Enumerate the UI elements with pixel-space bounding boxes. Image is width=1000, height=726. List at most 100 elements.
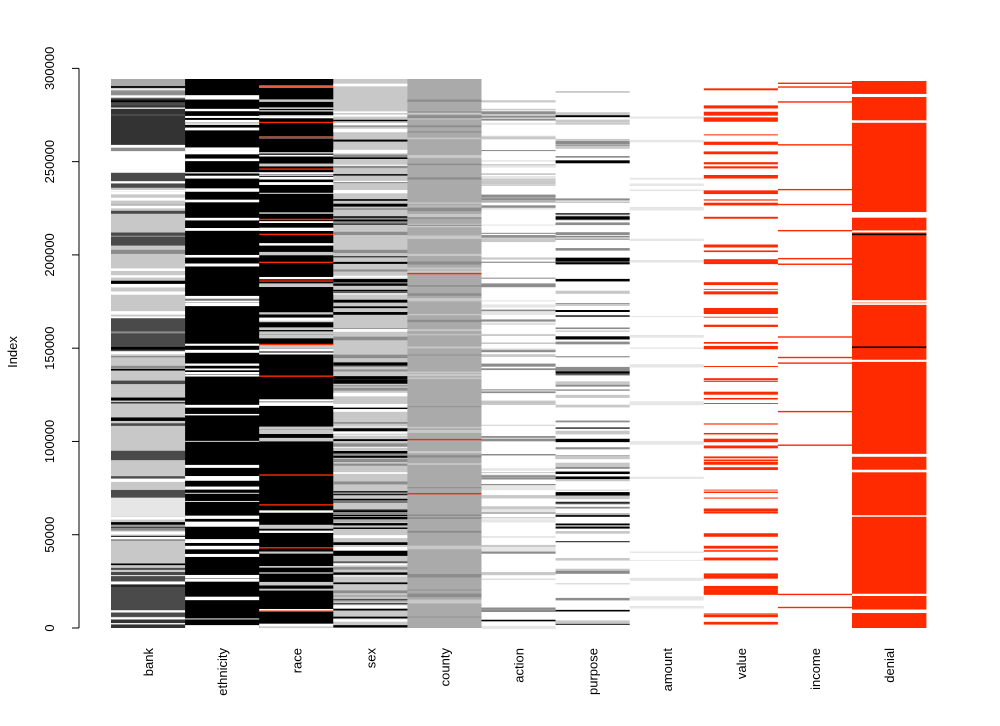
missing-marker-county <box>407 272 482 275</box>
stripe-ethnicity <box>185 476 260 479</box>
stripe-purpose <box>555 568 630 571</box>
stripe-county <box>407 261 482 265</box>
stripe-sex <box>333 516 408 520</box>
stripe-action <box>481 342 556 345</box>
stripe-sex <box>333 428 408 432</box>
stripe-purpose <box>555 381 630 385</box>
stripe-amount <box>629 551 705 554</box>
stripe-value <box>703 309 779 313</box>
stripe-race <box>259 524 334 528</box>
stripe-sex <box>333 406 408 408</box>
stripe-denial <box>852 214 927 218</box>
stripe-action <box>481 257 556 260</box>
stripe-purpose <box>555 609 630 612</box>
stripe-sex <box>333 329 408 332</box>
stripe-ethnicity <box>185 172 260 174</box>
stripe-bank <box>111 365 186 369</box>
stripe-amount <box>629 364 705 368</box>
stripe-sex <box>333 219 408 223</box>
stripe-action <box>481 117 556 119</box>
stripe-bank <box>111 522 186 525</box>
stripe-ethnicity <box>185 199 260 203</box>
stripe-sex <box>333 542 408 545</box>
stripe-sex <box>333 492 408 495</box>
stripe-bank <box>111 268 186 271</box>
stripe-race <box>259 221 334 223</box>
stripe-action <box>481 283 556 286</box>
stripe-sex <box>333 328 408 330</box>
stripe-ethnicity <box>185 349 260 353</box>
stripe-denial <box>852 515 927 517</box>
stripe-purpose <box>555 213 630 215</box>
stripe-value <box>703 111 779 115</box>
stripe-bank <box>111 191 186 195</box>
stripe-sex <box>333 501 408 503</box>
stripe-bank <box>111 368 186 371</box>
stripe-action <box>481 261 556 263</box>
stripe-ethnicity <box>185 553 260 557</box>
stripe-value <box>703 134 779 136</box>
stripe-purpose <box>555 389 630 391</box>
stripe-race <box>259 276 334 280</box>
stripe-bank <box>111 102 186 106</box>
stripe-ethnicity <box>185 300 260 303</box>
band-bank <box>111 572 186 617</box>
missing-marker-income <box>777 101 853 103</box>
stripe-county <box>407 530 482 533</box>
stripe-bank <box>111 181 186 184</box>
stripe-action <box>481 136 556 140</box>
stripe-action <box>481 619 556 622</box>
stripe-value <box>703 432 779 435</box>
stripe-amount <box>629 189 705 192</box>
stripe-purpose <box>555 330 630 332</box>
column-value <box>703 79 779 628</box>
stripe-ethnicity <box>185 363 260 366</box>
stripe-race <box>259 172 334 175</box>
stripe-bank <box>111 623 186 625</box>
stripe-sex <box>333 216 408 219</box>
stripe-value <box>703 461 779 465</box>
stripe-value <box>703 491 779 493</box>
stripe-purpose <box>555 122 630 125</box>
stripe-denial <box>852 453 927 457</box>
stripe-value <box>703 550 779 552</box>
stripe-ethnicity <box>185 302 260 307</box>
stripe-action <box>481 476 556 480</box>
stripe-ethnicity <box>185 371 260 375</box>
stripe-bank <box>111 113 186 117</box>
stripe-denial <box>852 300 927 303</box>
stripe-purpose <box>555 262 630 265</box>
column-county <box>407 79 482 628</box>
stripe-sex <box>333 156 408 159</box>
stripe-race <box>259 312 334 315</box>
stripe-bank <box>111 380 186 385</box>
stripe-ethnicity <box>185 515 260 519</box>
stripe-value <box>703 114 779 116</box>
stripe-purpose <box>555 383 630 387</box>
stripe-bank <box>111 492 186 496</box>
stripe-action <box>481 201 556 203</box>
stripe-value <box>703 621 779 625</box>
stripe-bank <box>111 107 186 109</box>
stripe-sex <box>333 595 408 597</box>
stripe-value <box>703 244 779 248</box>
stripe-bank <box>111 610 186 613</box>
stripe-value <box>703 141 779 143</box>
stripe-value <box>703 191 779 195</box>
stripe-race <box>259 251 334 256</box>
missing-marker-income <box>777 356 853 359</box>
stripe-amount <box>629 315 705 317</box>
stripe-race <box>259 174 334 177</box>
stripe-race <box>259 107 334 109</box>
stripe-bank <box>111 525 186 528</box>
stripe-ethnicity <box>185 618 260 620</box>
stripe-amount <box>629 476 705 479</box>
missing-marker-race <box>259 136 334 139</box>
stripe-sex <box>333 535 408 539</box>
stripe-purpose <box>555 371 630 374</box>
stripe-county <box>407 298 482 302</box>
stripe-denial <box>852 77 927 82</box>
stripe-sex <box>333 498 408 501</box>
stripe-sex <box>333 249 408 254</box>
stripe-ethnicity <box>185 228 260 231</box>
